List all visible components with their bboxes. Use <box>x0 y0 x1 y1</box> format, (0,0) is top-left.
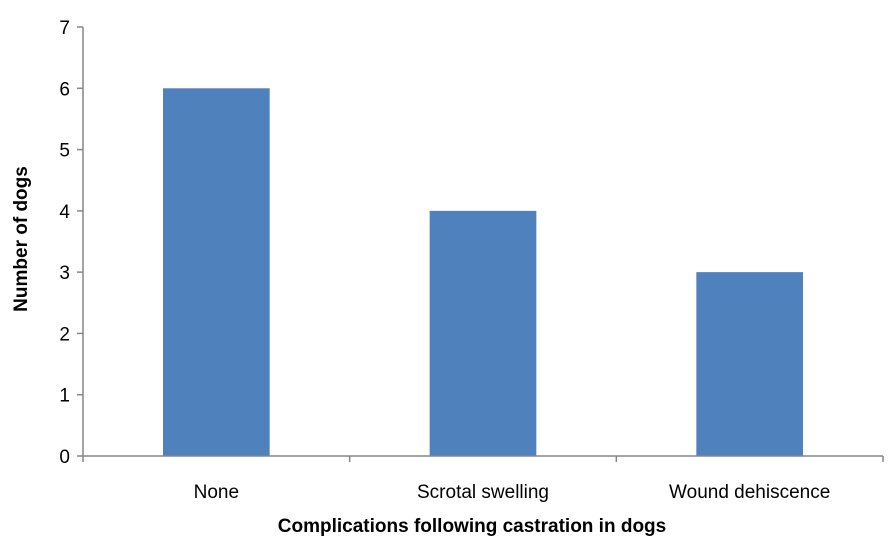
bar <box>696 272 803 456</box>
x-category-label: Scrotal swelling <box>417 482 549 503</box>
y-axis-ticks: 0 1 2 3 4 5 6 7 <box>59 18 83 468</box>
y-tick-label: 3 <box>59 263 70 284</box>
x-axis-ticks <box>82 456 884 462</box>
y-tick-label: 2 <box>59 324 70 345</box>
x-category-label: None <box>194 482 239 503</box>
bar <box>429 210 537 456</box>
y-tick-label: 0 <box>59 447 70 468</box>
y-tick-label: 5 <box>59 141 70 162</box>
x-axis-category-labels: None Scrotal swelling Wound dehiscence <box>194 482 831 503</box>
y-tick-label: 4 <box>59 202 70 223</box>
y-tick-label: 7 <box>59 18 70 39</box>
y-axis-title: Number of dogs <box>11 166 32 312</box>
bar <box>163 88 270 457</box>
y-tick-label: 1 <box>59 386 70 407</box>
x-category-label: Wound dehiscence <box>669 482 830 503</box>
x-axis-title: Complications following castration in do… <box>278 516 666 537</box>
y-tick-label: 6 <box>59 79 70 100</box>
bars <box>163 88 803 457</box>
